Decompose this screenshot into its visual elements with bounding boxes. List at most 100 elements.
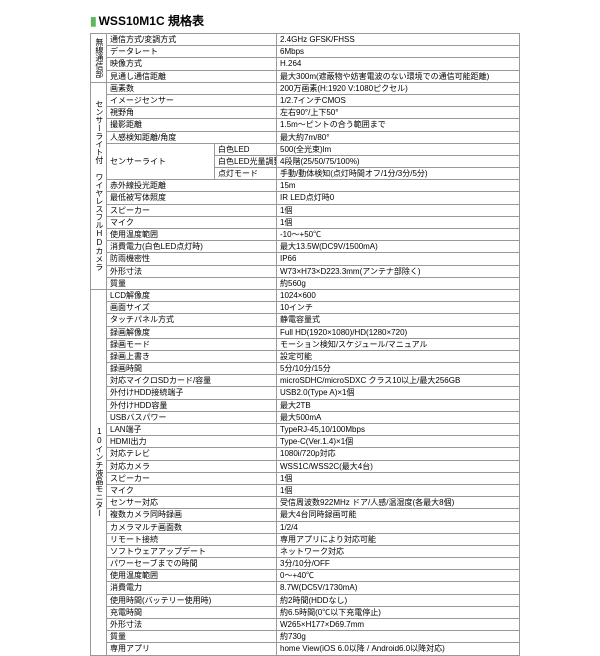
row-value: 専用アプリにより対応可能 [277, 533, 520, 545]
row-value: microSDHC/microSDXC クラス10以上/最大256GB [277, 375, 520, 387]
section-header: 10インチ液晶モニター [91, 289, 107, 655]
row-label: マイク [107, 484, 277, 496]
row-label: カメラマルチ画面数 [107, 521, 277, 533]
row-value: 15m [277, 180, 520, 192]
row-label: 外形寸法 [107, 619, 277, 631]
row-value: 約560g [277, 277, 520, 289]
row-value: USB2.0(Type A)×1個 [277, 387, 520, 399]
row-label: スピーカー [107, 204, 277, 216]
row-value: -10～+50℃ [277, 229, 520, 241]
row-value: 8.7W(DC5V/1730mA) [277, 582, 520, 594]
row-label: 専用アプリ [107, 643, 277, 655]
row-label: LAN端子 [107, 424, 277, 436]
row-value: 200万画素(H:1920 V:1080ピクセル) [277, 82, 520, 94]
row-value: 最大300m(遮蔽物や妨害電波のない環境での通信可能距離) [277, 70, 520, 82]
row-sublabel: 点灯モード [215, 168, 277, 180]
row-value: 最大約7m/80° [277, 131, 520, 143]
row-label: USBバスパワー [107, 411, 277, 423]
row-label: 映像方式 [107, 58, 277, 70]
row-label: 録画解像度 [107, 326, 277, 338]
row-value: 3分/10分/OFF [277, 558, 520, 570]
section-header: センサーライト付 ワイヤレスフルHDカメラ [91, 82, 107, 289]
row-value: 最大2TB [277, 399, 520, 411]
row-value: Type-C(Ver.1.4)×1個 [277, 436, 520, 448]
row-label: 録画上書き [107, 350, 277, 362]
row-label: センサーライト [107, 143, 215, 180]
row-label: 視野角 [107, 107, 277, 119]
row-label: LCD解像度 [107, 289, 277, 301]
row-value: 1個 [277, 216, 520, 228]
row-value: TypeRJ-45,10/100Mbps [277, 424, 520, 436]
row-value: 静電容量式 [277, 314, 520, 326]
row-value: 5分/10分/15分 [277, 363, 520, 375]
row-label: データレート [107, 46, 277, 58]
row-label: マイク [107, 216, 277, 228]
row-label: 外付けHDD接続端子 [107, 387, 277, 399]
row-value: 4段階(25/50/75/100%) [277, 155, 520, 167]
row-label: スピーカー [107, 472, 277, 484]
row-label: 消費電力 [107, 582, 277, 594]
row-label: 通信方式/変調方式 [107, 34, 277, 46]
row-value: モーション検知/スケジュール/マニュアル [277, 338, 520, 350]
row-label: 撮影距離 [107, 119, 277, 131]
row-label: 見通し通信距離 [107, 70, 277, 82]
row-label: 使用温度範囲 [107, 229, 277, 241]
row-value: 最大500mA [277, 411, 520, 423]
row-label: パワーセーブまでの時間 [107, 558, 277, 570]
row-value: ネットワーク対応 [277, 545, 520, 557]
spec-table: 無線通信部通信方式/変調方式2.4GHz GFSK/FHSSデータレート6Mbp… [90, 33, 520, 656]
row-label: 質量 [107, 631, 277, 643]
row-value: 1024×600 [277, 289, 520, 301]
row-label: 録画モード [107, 338, 277, 350]
row-value: 1.5m～ピントの合う範囲まで [277, 119, 520, 131]
row-label: 対応テレビ [107, 448, 277, 460]
row-label: 画素数 [107, 82, 277, 94]
row-label: 防雨機密性 [107, 253, 277, 265]
row-value: 0～+40℃ [277, 570, 520, 582]
row-value: Full HD(1920×1080)/HD(1280×720) [277, 326, 520, 338]
row-label: 充電時間 [107, 606, 277, 618]
row-label: イメージセンサー [107, 94, 277, 106]
row-sublabel: 白色LED光量調整 [215, 155, 277, 167]
row-label: 使用時間(バッテリー使用時) [107, 594, 277, 606]
row-label: 質量 [107, 277, 277, 289]
row-label: 赤外線投光距離 [107, 180, 277, 192]
row-label: 最低被写体照度 [107, 192, 277, 204]
row-value: 1個 [277, 472, 520, 484]
row-label: 外形寸法 [107, 265, 277, 277]
row-value: 設定可能 [277, 350, 520, 362]
row-value: 2.4GHz GFSK/FHSS [277, 34, 520, 46]
row-label: 外付けHDD容量 [107, 399, 277, 411]
row-value: 10インチ [277, 302, 520, 314]
row-value: H.264 [277, 58, 520, 70]
row-value: 約730g [277, 631, 520, 643]
row-value: 約2時間(HDDなし) [277, 594, 520, 606]
row-value: 受信周波数922MHz ドア/人感/温湿度(各最大8個) [277, 497, 520, 509]
section-header: 無線通信部 [91, 34, 107, 83]
row-value: W73×H73×D223.3mm(アンテナ部除く) [277, 265, 520, 277]
row-value: IR LED点灯時0 [277, 192, 520, 204]
row-label: 画面サイズ [107, 302, 277, 314]
row-value: 最大13.5W(DC9V/1500mA) [277, 241, 520, 253]
row-label: 対応マイクロSDカード/容量 [107, 375, 277, 387]
row-value: 1080i/720p対応 [277, 448, 520, 460]
row-value: 1個 [277, 484, 520, 496]
row-label: タッチパネル方式 [107, 314, 277, 326]
row-label: 複数カメラ同時録画 [107, 509, 277, 521]
row-value: 6Mbps [277, 46, 520, 58]
row-value: 手動/動体検知(点灯時間オフ/1分/3分/5分) [277, 168, 520, 180]
row-value: IP66 [277, 253, 520, 265]
row-value: 左右90°/上下50° [277, 107, 520, 119]
page-title: ▮WSS10M1C 規格表 [90, 12, 582, 29]
title-mark: ▮ [90, 14, 97, 28]
row-value: 1/2.7インチCMOS [277, 94, 520, 106]
row-label: 人感検知距離/角度 [107, 131, 277, 143]
row-value: 1個 [277, 204, 520, 216]
row-value: W265×H177×D69.7mm [277, 619, 520, 631]
row-value: 1/2/4 [277, 521, 520, 533]
row-label: HDMI出力 [107, 436, 277, 448]
row-value: 最大4台同時録画可能 [277, 509, 520, 521]
title-text: WSS10M1C 規格表 [99, 14, 204, 28]
row-label: 消費電力(白色LED点灯時) [107, 241, 277, 253]
row-label: センサー対応 [107, 497, 277, 509]
